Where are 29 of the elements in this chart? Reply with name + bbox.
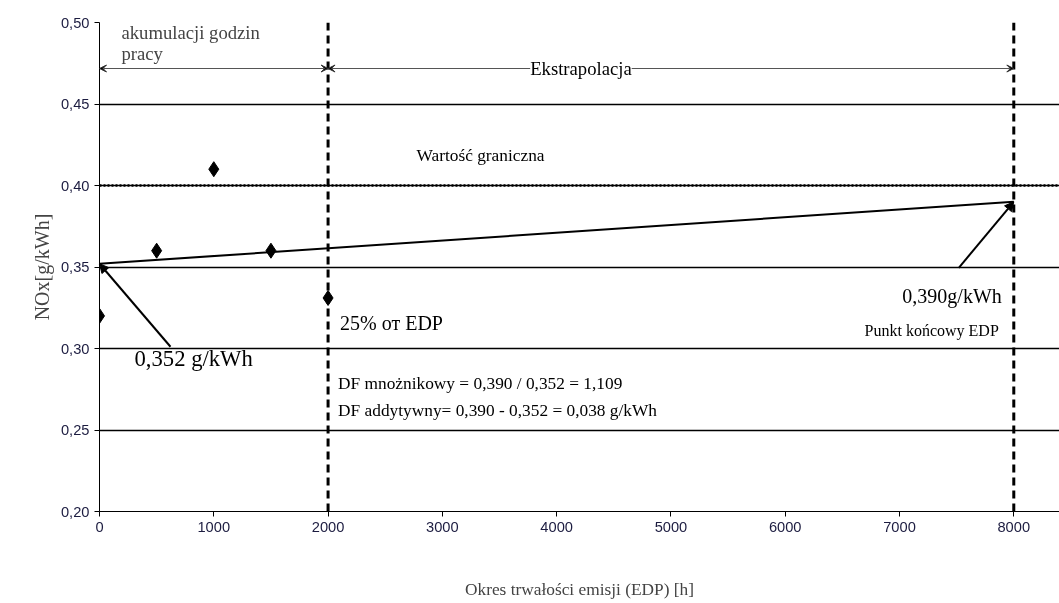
x-axis-title: Okres trwałości emisji (EDP) [h] xyxy=(464,579,695,599)
y-tick-label: 0,25 xyxy=(60,422,90,438)
annotation: DF mnożnikowy = 0,390 / 0,352 = 1,109 xyxy=(338,374,623,393)
annotation: 0,390g/kWh xyxy=(902,284,1002,308)
x-tick-label: 2000 xyxy=(311,518,345,535)
annotation: 0,352 g/kWh xyxy=(134,346,254,372)
ref-line-label: Wartość graniczna xyxy=(416,146,545,165)
x-tick-label: 1000 xyxy=(197,518,231,535)
point xyxy=(151,242,163,259)
x-tick-label: 4000 xyxy=(540,518,573,535)
x-tick-label: 7000 xyxy=(883,518,916,535)
y-tick-label: 0,20 xyxy=(60,503,90,520)
annotation: akumulacji godzin pracy xyxy=(121,21,261,64)
x-tick-label: 8000 xyxy=(997,518,1031,535)
annotation: Ekstrapolacja xyxy=(530,58,633,79)
point xyxy=(208,161,220,178)
y-tick-label: 0,30 xyxy=(60,340,90,357)
y-tick-label: 0,40 xyxy=(60,177,90,194)
ref-line-label: 25% от EDP xyxy=(340,311,443,334)
x-tick-label: 0 xyxy=(95,518,104,535)
annotation: DF addytywny= 0,390 - 0,352 = 0,038 g/kWh xyxy=(338,401,658,420)
y-tick-label: 0,50 xyxy=(60,14,90,31)
y-axis-title: NOx[g/kWh] xyxy=(30,213,54,321)
x-tick-label: 6000 xyxy=(768,518,802,535)
ref-line-label: Punkt końcowy EDP xyxy=(864,322,999,340)
x-tick-label: 5000 xyxy=(654,518,688,535)
y-tick-label: 0,45 xyxy=(60,96,90,112)
y-tick-label: 0,35 xyxy=(60,259,90,275)
x-tick-label: 3000 xyxy=(426,518,459,535)
